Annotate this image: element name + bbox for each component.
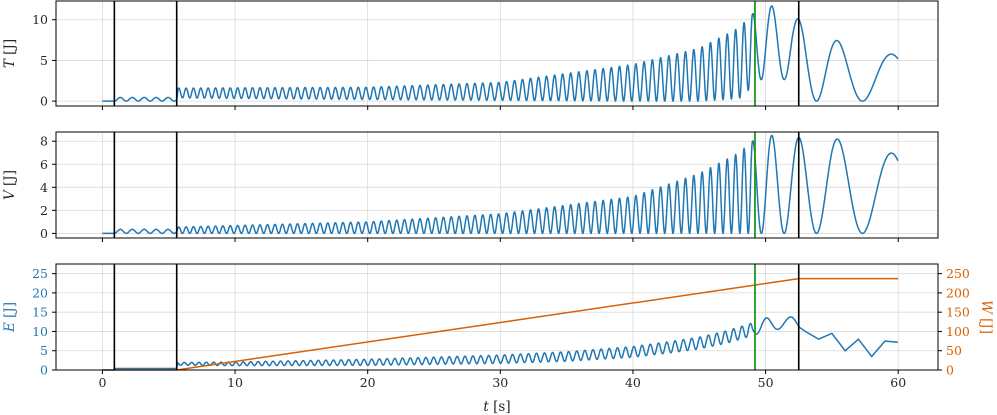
x-tick-label: 40 <box>625 375 641 390</box>
x-tick-label: 60 <box>890 375 906 390</box>
y2-tick-label: 0 <box>946 363 954 378</box>
y-tick-label: 10 <box>32 324 48 339</box>
y-tick-label: 25 <box>32 266 48 281</box>
y-tick-label: 0 <box>40 363 48 378</box>
x-tick-label: 0 <box>98 375 106 390</box>
y2-tick-label: 50 <box>946 343 962 358</box>
series-line <box>101 5 899 102</box>
y-tick-label: 6 <box>40 157 48 172</box>
plot-frame <box>55 263 939 371</box>
y-axis-label: T [J] <box>2 39 18 68</box>
y-tick-label: 0 <box>40 94 48 109</box>
y-tick-label: 5 <box>40 343 48 358</box>
y2-axis-label: W [J] <box>978 300 994 334</box>
plot-frame <box>55 131 939 239</box>
plot-frame <box>55 0 939 107</box>
y-tick-label: 5 <box>40 53 48 68</box>
y2-tick-label: 100 <box>946 324 970 339</box>
energy-series-line <box>101 316 899 371</box>
y-axis-label: E [J] <box>2 302 18 333</box>
y-tick-label: 20 <box>32 285 48 300</box>
energy-work-panel: 0 10 20 30 40 50 600510152025050100150200250W … <box>2 263 994 415</box>
x-tick-label: 10 <box>227 375 243 390</box>
potential-energy-panel: 0 2 4 6 8 V [J] <box>2 131 939 242</box>
y-axis-label: V [J] <box>2 170 18 200</box>
x-axis-label: t [s] <box>483 399 510 415</box>
y2-tick-label: 150 <box>946 305 970 320</box>
y-tick-label: 4 <box>40 180 48 195</box>
y-tick-label: 15 <box>32 305 48 320</box>
y-tick-label: 10 <box>32 12 48 27</box>
x-tick-label: 30 <box>492 375 508 390</box>
y-tick-label: 8 <box>40 134 48 149</box>
x-tick-label: 20 <box>360 375 376 390</box>
kinetic-energy-panel: 0 5 10 T [J] <box>2 0 939 110</box>
y2-tick-label: 200 <box>946 285 970 300</box>
series-line <box>101 134 899 235</box>
y2-tick-label: 250 <box>946 266 970 281</box>
y-tick-label: 2 <box>40 203 48 218</box>
y-tick-label: 0 <box>40 226 48 241</box>
x-tick-label: 50 <box>758 375 774 390</box>
